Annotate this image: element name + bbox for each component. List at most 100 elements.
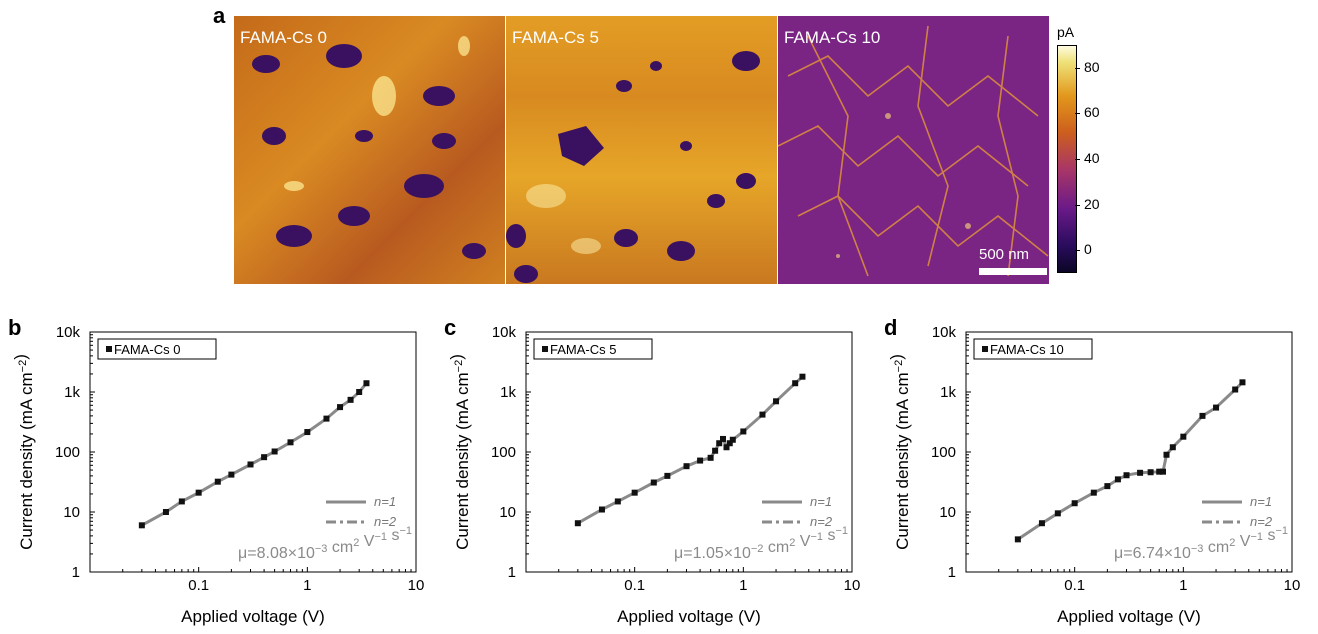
data-point	[261, 454, 268, 461]
fit-legend-n2: n=2	[374, 514, 397, 529]
data-point	[729, 436, 736, 443]
x-axis-label: Applied voltage (V)	[181, 607, 325, 626]
y-axis-label: Current density (mA cm−2)	[887, 354, 912, 550]
data-point	[287, 439, 294, 446]
data-point	[1147, 469, 1154, 476]
colorbar-tick-label: 20	[1084, 195, 1100, 212]
y-tick-label: 1	[72, 564, 80, 581]
data-point	[1071, 500, 1078, 507]
data-point	[1180, 433, 1187, 440]
data-point	[228, 471, 235, 478]
y-tick-label: 1	[508, 564, 516, 581]
legend-marker	[542, 346, 548, 352]
data-point	[720, 435, 727, 442]
data-point	[707, 454, 714, 461]
fit-legend-n1: n=1	[1250, 494, 1272, 509]
x-tick-label: 10	[408, 577, 425, 594]
fit-line	[141, 382, 368, 527]
data-point	[1169, 444, 1176, 451]
x-axis-label: Applied voltage (V)	[1057, 607, 1201, 626]
data-point	[799, 373, 806, 380]
data-point	[723, 444, 730, 451]
y-tick-label: 1k	[64, 384, 80, 401]
data-point	[195, 489, 202, 496]
data-point	[1054, 510, 1061, 517]
data-point	[304, 429, 311, 436]
y-tick-label: 1	[948, 564, 956, 581]
data-point	[337, 404, 344, 411]
data-point	[1213, 404, 1220, 411]
mobility-annotation: μ=1.05×10−2 cm2 V−1 s−1	[674, 525, 848, 562]
afm-texture-10	[778, 16, 1049, 284]
legend: FAMA-Cs 0	[97, 338, 217, 360]
data-point	[1156, 468, 1163, 475]
data-point	[716, 440, 723, 447]
legend-marker	[982, 346, 988, 352]
fit-legend-n2: n=2	[1250, 514, 1273, 529]
legend-box	[97, 338, 217, 360]
plot-fama-cs-0: 0.1 1 10 1 10 100 1k 10k Applied voltage (V) Curr…	[11, 324, 425, 626]
data-point	[773, 398, 780, 405]
data-point	[363, 380, 370, 387]
data-point	[1137, 469, 1144, 476]
colorbar-tick-label: 0	[1084, 241, 1092, 258]
plot-fama-cs-5: 0.1 1 10 1 10 100 1k 10k Applied voltage (V) Curr…	[447, 324, 860, 626]
y-axis-label: Current density (mA cm−2)	[11, 354, 36, 550]
afm-image-fama-cs-0: FAMA-Cs 0	[234, 16, 505, 284]
afm-label-5: FAMA-Cs 5	[512, 28, 599, 47]
afm-texture-0	[234, 16, 505, 284]
data-point	[1038, 520, 1045, 527]
data-point	[1199, 412, 1206, 419]
scale-bar	[979, 268, 1047, 275]
y-tick-label: 10	[939, 504, 956, 521]
scale-bar-label: 500 nm	[979, 246, 1030, 263]
data-point	[138, 522, 145, 529]
data-point	[650, 479, 657, 486]
afm-label-0: FAMA-Cs 0	[240, 28, 327, 47]
y-tick-label: 1k	[500, 384, 516, 401]
panel-letter-c: c	[444, 315, 457, 340]
data-point	[1104, 483, 1111, 490]
data-point	[664, 472, 671, 479]
y-tick-label: 10k	[492, 324, 517, 341]
legend-marker	[106, 346, 112, 352]
colorbar-tick-mark	[1075, 113, 1080, 115]
data-point	[271, 448, 278, 455]
colorbar-tick-mark	[1075, 67, 1080, 69]
fit-legend-n1: n=1	[374, 494, 396, 509]
data-point	[712, 447, 719, 454]
legend-box	[533, 338, 653, 360]
data-point	[356, 389, 363, 395]
y-tick-label: 1k	[940, 384, 956, 401]
data-point	[1160, 468, 1167, 475]
x-tick-label: 0.1	[188, 577, 209, 594]
data-point	[697, 457, 704, 464]
fit-line	[1016, 381, 1244, 541]
colorbar-tick-mark	[1075, 204, 1080, 206]
fit-legend-n2: n=2	[810, 514, 833, 529]
legend: FAMA-Cs 10	[973, 338, 1093, 360]
y-tick-label: 10k	[56, 324, 81, 341]
data-point	[247, 461, 254, 468]
plot-fama-cs-10: 0.1 1 10 1 10 100 1k 10k Applied voltage (V) Curr…	[887, 324, 1300, 626]
x-tick-label: 1	[1179, 577, 1187, 594]
y-tick-label: 10	[63, 504, 80, 521]
data-point	[683, 463, 690, 470]
x-tick-label: 0.1	[1064, 577, 1085, 594]
mobility-annotation: μ=8.08×10−3 cm2 V−1 s−1	[238, 525, 412, 562]
y-tick-label: 100	[55, 444, 80, 461]
y-tick-label: 100	[931, 444, 956, 461]
y-tick-label: 10	[499, 504, 516, 521]
colorbar-tick-mark	[1075, 159, 1080, 160]
colorbar-tick-label: 80	[1084, 58, 1100, 75]
data-point	[1114, 476, 1121, 483]
legend-entry: FAMA-Cs 0	[114, 342, 180, 357]
colorbar-tick-label: 60	[1084, 104, 1100, 121]
x-axis-label: Applied voltage (V)	[617, 607, 761, 626]
x-tick-label: 1	[303, 577, 311, 594]
data-point	[214, 478, 221, 485]
colorbar-tick-label: 40	[1084, 150, 1100, 166]
data-point	[759, 411, 766, 418]
afm-texture-5	[506, 16, 777, 284]
fit-line	[577, 375, 804, 525]
